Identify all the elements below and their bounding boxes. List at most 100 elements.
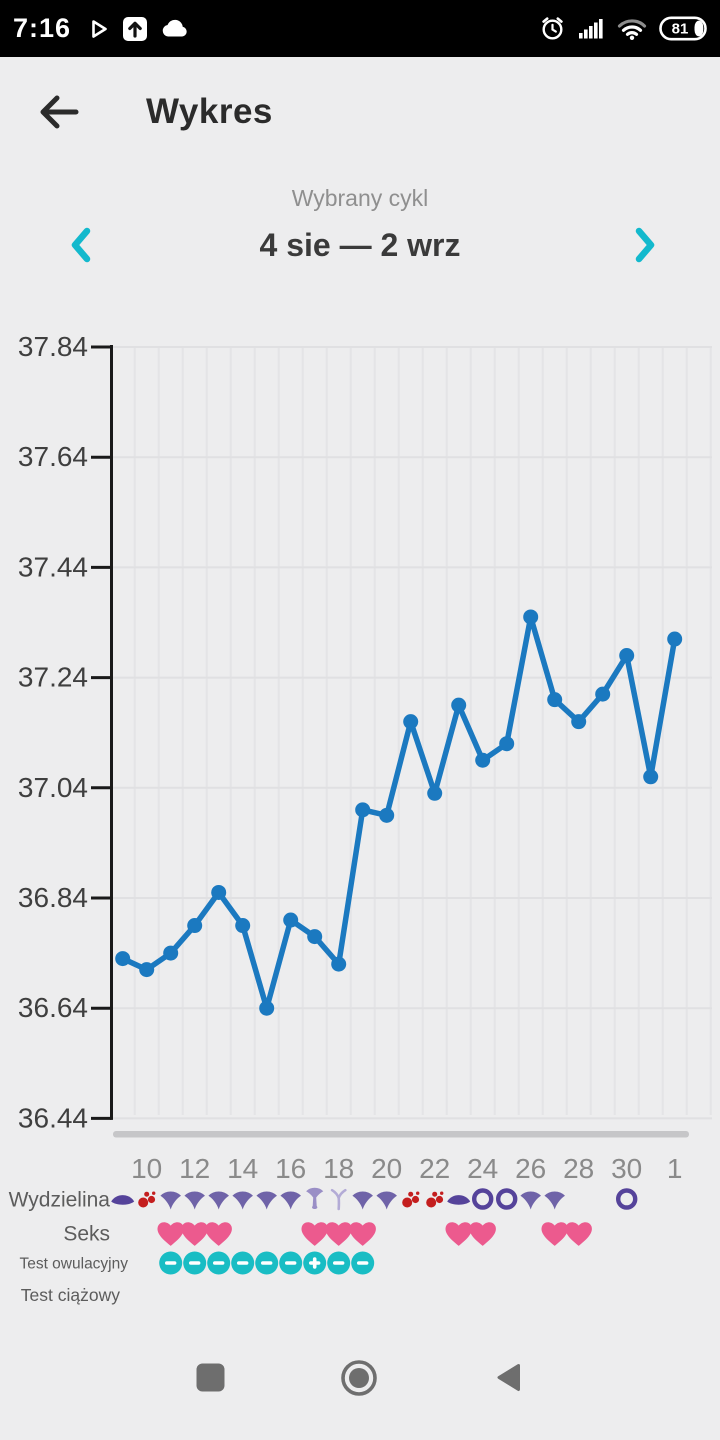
- row-label: Test owulacyjny: [19, 1255, 128, 1272]
- data-point[interactable]: [595, 686, 611, 702]
- data-point[interactable]: [643, 769, 659, 785]
- fan-icon: [280, 1191, 301, 1210]
- heart-shape: [541, 1222, 568, 1246]
- fan-icon: [232, 1191, 253, 1210]
- data-point[interactable]: [547, 692, 563, 708]
- chart-scrollbar[interactable]: [113, 1131, 689, 1138]
- minus-icon: [183, 1251, 207, 1275]
- data-point[interactable]: [667, 631, 683, 647]
- row-label: Wydzielina: [9, 1188, 111, 1211]
- data-point[interactable]: [499, 736, 515, 752]
- upload-icon: [123, 16, 148, 41]
- blood-drop: [147, 1195, 156, 1204]
- ring-icon: [472, 1188, 494, 1210]
- y-axis-label: 37.64: [18, 441, 88, 472]
- fan-shape: [520, 1191, 541, 1210]
- x-axis-label: 26: [515, 1153, 546, 1184]
- fan-icon: [376, 1191, 397, 1210]
- data-point[interactable]: [139, 962, 155, 978]
- data-point[interactable]: [235, 918, 251, 934]
- y-axis-label: 36.44: [18, 1102, 88, 1133]
- data-point[interactable]: [523, 609, 539, 625]
- y-axis-label: 37.44: [18, 551, 88, 582]
- previous-cycle-button[interactable]: [66, 226, 96, 264]
- recents-icon[interactable]: [194, 1361, 227, 1394]
- y-axis-label: 37.04: [18, 772, 88, 803]
- minus-icon: [207, 1251, 231, 1275]
- x-axis-label: 10: [131, 1153, 162, 1184]
- plus-sign: [312, 1257, 317, 1269]
- signal-icon: [579, 19, 603, 39]
- blood-drop: [432, 1191, 438, 1197]
- y-axis-label: 37.84: [18, 331, 88, 362]
- row-test-ciazowy: Test ciążowy: [21, 1285, 120, 1305]
- heart-shape: [349, 1222, 376, 1246]
- fan-shape: [208, 1191, 229, 1210]
- minus-sign: [165, 1261, 177, 1265]
- minus-icon: [351, 1251, 375, 1275]
- data-point[interactable]: [619, 648, 635, 664]
- heart-icon: [181, 1222, 208, 1246]
- data-point[interactable]: [451, 697, 467, 713]
- data-point[interactable]: [331, 956, 347, 972]
- minus-sign: [189, 1261, 201, 1265]
- heart-icon: [469, 1222, 496, 1246]
- data-point[interactable]: [403, 714, 419, 730]
- blood-drop: [402, 1197, 413, 1208]
- heart-icon: [541, 1222, 568, 1246]
- data-point[interactable]: [187, 918, 203, 934]
- data-point[interactable]: [571, 714, 587, 730]
- heart-shape: [469, 1222, 496, 1246]
- heart-shape: [157, 1222, 184, 1246]
- y-axis-label: 36.64: [18, 992, 88, 1023]
- sprout-icon: [330, 1188, 347, 1211]
- heart-shape: [325, 1222, 352, 1246]
- battery-icon: 81: [659, 16, 707, 41]
- fan-shape: [232, 1191, 253, 1210]
- back-icon[interactable]: [492, 1361, 525, 1394]
- blood-drop: [152, 1191, 156, 1195]
- data-point[interactable]: [427, 785, 443, 801]
- alarm-icon: [542, 17, 563, 40]
- play-icon: [92, 19, 107, 38]
- fan-shape: [184, 1191, 205, 1210]
- x-axis-label: 18: [323, 1153, 354, 1184]
- cycle-selector-label: Wybrany cykl: [291, 185, 429, 211]
- home-icon[interactable]: [338, 1357, 380, 1399]
- row-wydzielina: Wydzielina: [9, 1187, 638, 1211]
- data-point[interactable]: [163, 945, 179, 961]
- x-axis-label: 20: [371, 1153, 402, 1184]
- fan-icon: [544, 1191, 565, 1210]
- data-point[interactable]: [211, 884, 227, 900]
- fan-shape: [280, 1191, 301, 1210]
- fan-shape: [160, 1191, 181, 1210]
- next-cycle-button[interactable]: [630, 226, 660, 264]
- fan-icon: [208, 1191, 229, 1210]
- header: Wykres: [0, 57, 720, 167]
- fan-icon: [184, 1191, 205, 1210]
- ring-icon: [496, 1188, 518, 1210]
- minus-icon: [159, 1251, 183, 1275]
- data-point[interactable]: [283, 912, 299, 928]
- plus-icon: [303, 1251, 327, 1275]
- data-point[interactable]: [115, 951, 131, 967]
- blood-drop: [408, 1191, 414, 1197]
- minus-icon: [279, 1251, 303, 1275]
- minus-sign: [333, 1261, 345, 1265]
- heart-icon: [157, 1222, 184, 1246]
- heart-icon: [205, 1222, 232, 1246]
- battery-percent-text: 81: [672, 21, 689, 38]
- minus-sign: [285, 1261, 297, 1265]
- blood-drop: [435, 1195, 444, 1204]
- x-axis-label: 24: [467, 1153, 498, 1184]
- minus-icon: [231, 1251, 255, 1275]
- data-point[interactable]: [307, 929, 323, 945]
- data-point[interactable]: [355, 802, 371, 818]
- row-test-owulacyjny: Test owulacyjny: [19, 1251, 375, 1275]
- page-title: Wykres: [146, 92, 273, 131]
- y-axis-label: 37.24: [18, 662, 88, 693]
- data-point[interactable]: [259, 1000, 275, 1016]
- data-point[interactable]: [379, 807, 395, 823]
- data-point[interactable]: [475, 752, 491, 768]
- back-button[interactable]: [36, 92, 80, 132]
